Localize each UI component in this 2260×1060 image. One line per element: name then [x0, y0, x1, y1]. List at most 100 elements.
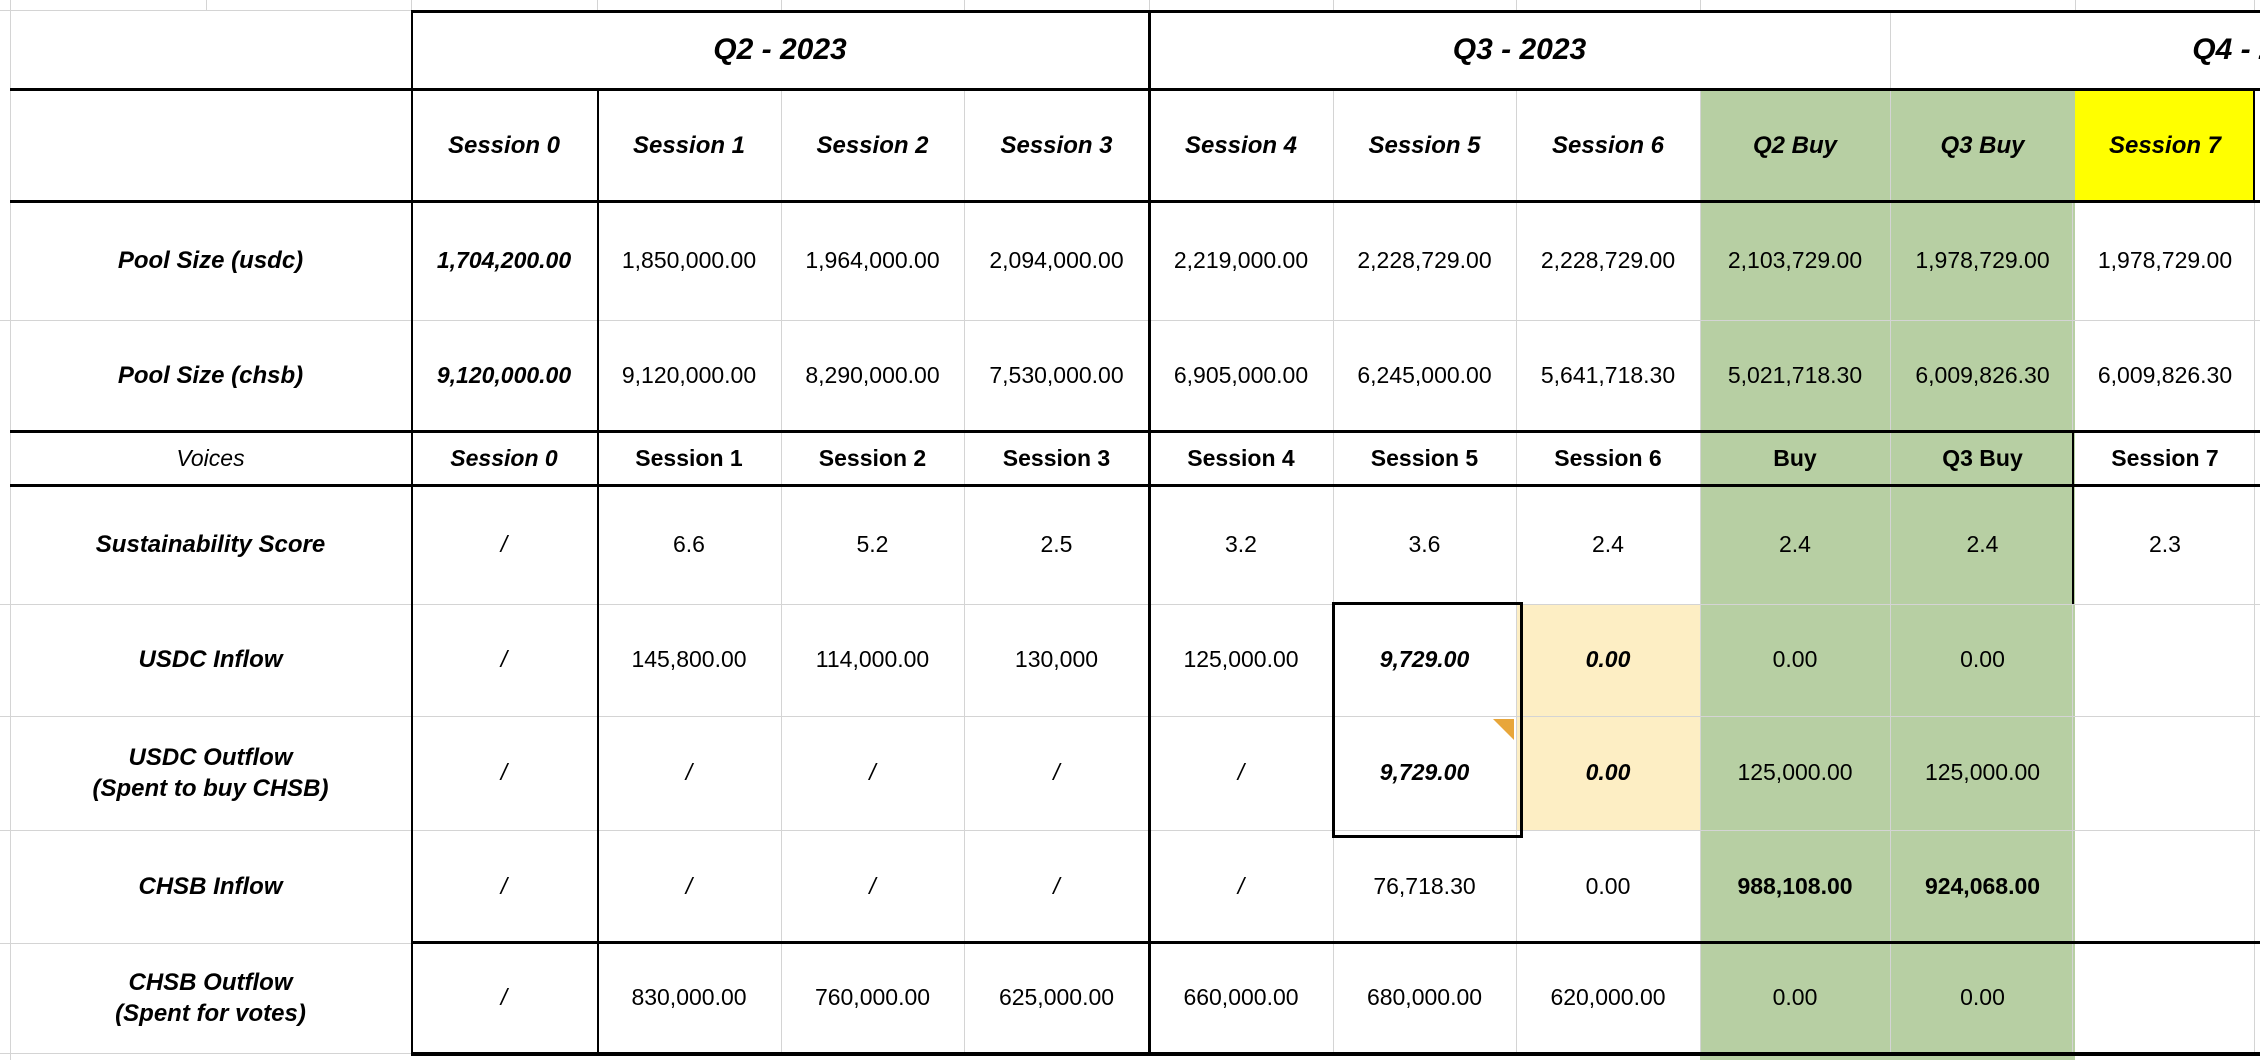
chsb-inflow-s3[interactable]: /	[1053, 872, 1060, 899]
voices-q3buy-header[interactable]: Q3 Buy	[1942, 445, 2023, 472]
chsb-inflow-q3buy[interactable]: 924,068.00	[1924, 872, 2041, 899]
voices-buy-header[interactable]: Buy	[1773, 445, 1817, 472]
sustainability-s5[interactable]: 3.6	[1408, 531, 1441, 558]
pool-chsb-s2[interactable]: 8,290,000.00	[805, 362, 940, 389]
chsb-inflow-s0[interactable]: /	[500, 872, 508, 899]
usdc-inflow-s0[interactable]: /	[500, 646, 508, 673]
chsb-outflow-s0[interactable]: /	[500, 984, 508, 1011]
session-header-2[interactable]: Session 2	[816, 131, 929, 159]
voices-header-7[interactable]: Session 7	[2111, 445, 2219, 472]
pool-chsb-s1[interactable]: 9,120,000.00	[621, 362, 757, 389]
voices-label[interactable]: Voices	[176, 445, 245, 472]
session-header-0[interactable]: Session 0	[447, 131, 561, 159]
pool-chsb-q2buy[interactable]: 5,021,718.30	[1727, 362, 1863, 389]
sustainability-s7[interactable]: 2.3	[2149, 531, 2181, 558]
chsb-outflow-s5[interactable]: 680,000.00	[1366, 984, 1483, 1011]
pool-usdc-s7[interactable]: 1,978,729.00	[2097, 247, 2233, 274]
pool-usdc-s5[interactable]: 2,228,729.00	[1357, 247, 1492, 274]
chsb-outflow-q2buy[interactable]: 0.00	[1772, 984, 1818, 1011]
usdc-inflow-q3buy[interactable]: 0.00	[1960, 646, 2005, 673]
voices-header-0[interactable]: Session 0	[450, 445, 558, 472]
chsb-inflow-s4[interactable]: /	[1237, 872, 1245, 899]
usdc-outflow-s1[interactable]: /	[685, 759, 693, 786]
q2-buy-header[interactable]: Q2 Buy	[1752, 131, 1838, 159]
usdc-outflow-s0[interactable]: /	[500, 759, 508, 786]
border-line-h	[411, 1052, 2260, 1056]
session-header-5[interactable]: Session 5	[1368, 131, 1481, 159]
chsb-inflow-s1[interactable]: /	[685, 872, 693, 899]
pool-chsb-q3buy[interactable]: 6,009,826.30	[1915, 362, 2050, 389]
usdc-outflow-q2buy[interactable]: 125,000.00	[1737, 759, 1853, 786]
quarter-header-q3[interactable]: Q3 - 2023	[1452, 33, 1587, 66]
session-header-1[interactable]: Session 1	[632, 131, 746, 159]
session-header-3[interactable]: Session 3	[1000, 131, 1113, 159]
pool-chsb-s6[interactable]: 5,641,718.30	[1540, 362, 1676, 389]
voices-header-2[interactable]: Session 2	[818, 445, 927, 472]
usdc-inflow-s4[interactable]: 125,000.00	[1183, 646, 1299, 673]
pool-chsb-s0[interactable]: 9,120,000.00	[436, 362, 572, 389]
pool-usdc-s3[interactable]: 2,094,000.00	[989, 247, 1124, 274]
sustainability-s0[interactable]: /	[500, 531, 508, 558]
pool-chsb-s5[interactable]: 6,245,000.00	[1357, 362, 1492, 389]
pool-chsb-s3[interactable]: 7,530,000.00	[989, 362, 1124, 389]
usdc-inflow-s2[interactable]: 114,000.00	[815, 646, 930, 673]
chsb-outflow-s3[interactable]: 625,000.00	[998, 984, 1115, 1011]
usdc-inflow-label[interactable]: USDC Inflow	[138, 646, 283, 674]
sustainability-s2[interactable]: 5.2	[856, 531, 889, 558]
chsb-outflow-s4[interactable]: 660,000.00	[1183, 984, 1299, 1011]
session-header-7[interactable]: Session 7	[2108, 131, 2222, 159]
usdc-outflow-s3[interactable]: /	[1053, 759, 1060, 786]
usdc-outflow-s6[interactable]: 0.00	[1585, 759, 1631, 786]
sustainability-s3[interactable]: 2.5	[1040, 531, 1073, 558]
pool-chsb-s7[interactable]: 6,009,826.30	[2097, 362, 2233, 389]
usdc-inflow-s1[interactable]: 145,800.00	[631, 646, 747, 673]
sustainability-s6[interactable]: 2.4	[1592, 531, 1624, 558]
sustainability-q3buy[interactable]: 2.4	[1966, 531, 1999, 558]
voices-header-6[interactable]: Session 6	[1554, 445, 1662, 472]
voices-header-3[interactable]: Session 3	[1002, 445, 1111, 472]
usdc-outflow-s5[interactable]: 9,729.00	[1379, 759, 1470, 786]
usdc-outflow-s4[interactable]: /	[1237, 759, 1245, 786]
voices-header-1[interactable]: Session 1	[635, 445, 743, 472]
chsb-inflow-q2buy[interactable]: 988,108.00	[1737, 872, 1853, 899]
sustainability-s4[interactable]: 3.2	[1225, 531, 1257, 558]
grid-line-v	[1516, 89, 1517, 1053]
pool-usdc-s6[interactable]: 2,228,729.00	[1540, 247, 1676, 274]
pool-chsb-s4[interactable]: 6,905,000.00	[1173, 362, 1309, 389]
usdc-inflow-s3[interactable]: 130,000	[1014, 646, 1099, 673]
usdc-outflow-s2[interactable]: /	[869, 759, 876, 786]
usdc-outflow-q3buy[interactable]: 125,000.00	[1924, 759, 2041, 786]
voices-header-5[interactable]: Session 5	[1370, 445, 1479, 472]
session-header-6[interactable]: Session 6	[1551, 131, 1665, 159]
chsb-inflow-label[interactable]: CHSB Inflow	[138, 872, 283, 900]
chsb-outflow-s1[interactable]: 830,000.00	[631, 984, 747, 1011]
chsb-outflow-label[interactable]: CHSB Outflow (Spent for votes)	[115, 968, 306, 1027]
chsb-outflow-s2[interactable]: 760,000.00	[814, 984, 931, 1011]
chsb-inflow-s2[interactable]: /	[869, 872, 876, 899]
quarter-header-q2[interactable]: Q2 - 2023	[713, 33, 847, 66]
usdc-inflow-s6[interactable]: 0.00	[1585, 646, 1631, 673]
pool-usdc-s4[interactable]: 2,219,000.00	[1173, 247, 1309, 274]
pool-usdc-q3buy[interactable]: 1,978,729.00	[1915, 247, 2050, 274]
pool-chsb-label[interactable]: Pool Size (chsb)	[117, 362, 304, 390]
pool-usdc-q2buy[interactable]: 2,103,729.00	[1727, 247, 1863, 274]
sustainability-s1[interactable]: 6.6	[673, 531, 705, 558]
pool-usdc-s1[interactable]: 1,850,000.00	[621, 247, 757, 274]
voices-header-4[interactable]: Session 4	[1187, 445, 1295, 472]
chsb-outflow-s6[interactable]: 620,000.00	[1550, 984, 1666, 1011]
grid-line-v	[1700, 89, 1701, 1053]
pool-usdc-s0[interactable]: 1,704,200.00	[436, 247, 572, 274]
usdc-inflow-s5[interactable]: 9,729.00	[1379, 646, 1470, 673]
pool-usdc-s2[interactable]: 1,964,000.00	[805, 247, 940, 274]
chsb-inflow-s5[interactable]: 76,718.30	[1373, 872, 1476, 899]
chsb-inflow-s6[interactable]: 0.00	[1585, 872, 1631, 899]
session-header-4[interactable]: Session 4	[1184, 131, 1298, 159]
sustainability-label[interactable]: Sustainability Score	[95, 531, 326, 559]
chsb-outflow-q3buy[interactable]: 0.00	[1960, 984, 2005, 1011]
pool-usdc-label[interactable]: Pool Size (usdc)	[117, 247, 304, 275]
quarter-header-q4[interactable]: Q4 - 2023	[2192, 33, 2260, 66]
q3-buy-header[interactable]: Q3 Buy	[1940, 131, 2025, 159]
sustainability-q2buy[interactable]: 2.4	[1779, 531, 1811, 558]
usdc-outflow-label[interactable]: USDC Outflow (Spent to buy CHSB)	[92, 743, 329, 802]
usdc-inflow-q2buy[interactable]: 0.00	[1772, 646, 1818, 673]
